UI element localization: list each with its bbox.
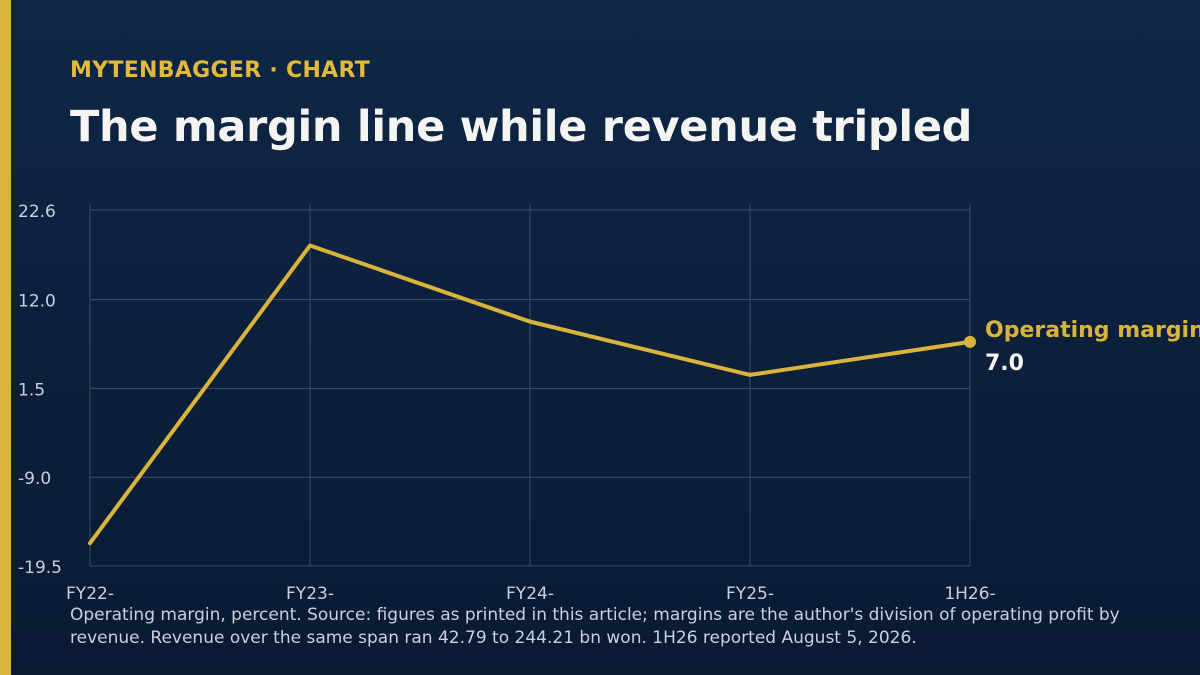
- series-value-label: 7.0: [985, 351, 1024, 376]
- y-tick-label: 12.0: [18, 292, 56, 312]
- y-tick-label: 1.5: [18, 380, 45, 400]
- x-tick-label: FY25-: [726, 584, 774, 604]
- chart-footnote: Operating margin, percent. Source: figur…: [70, 605, 1120, 648]
- accent-bar: [0, 0, 11, 675]
- operating-margin-end-point: [964, 335, 976, 348]
- x-tick-label: FY23-: [286, 584, 334, 604]
- chart-title: The margin line while revenue tripled: [70, 102, 973, 152]
- y-tick-label: 22.6: [18, 202, 56, 222]
- x-tick-label: 1H26-: [944, 584, 995, 604]
- x-tick-label: FY22-: [66, 584, 114, 604]
- x-tick-label: FY24-: [506, 584, 554, 604]
- operating-margin-line: [88, 243, 972, 546]
- y-tick-label: -9.0: [18, 469, 51, 489]
- y-tick-label: -19.5: [18, 558, 62, 578]
- series-name-label: Operating margin: [985, 318, 1200, 343]
- chart-kicker: MYTENBAGGER · CHART: [70, 58, 371, 83]
